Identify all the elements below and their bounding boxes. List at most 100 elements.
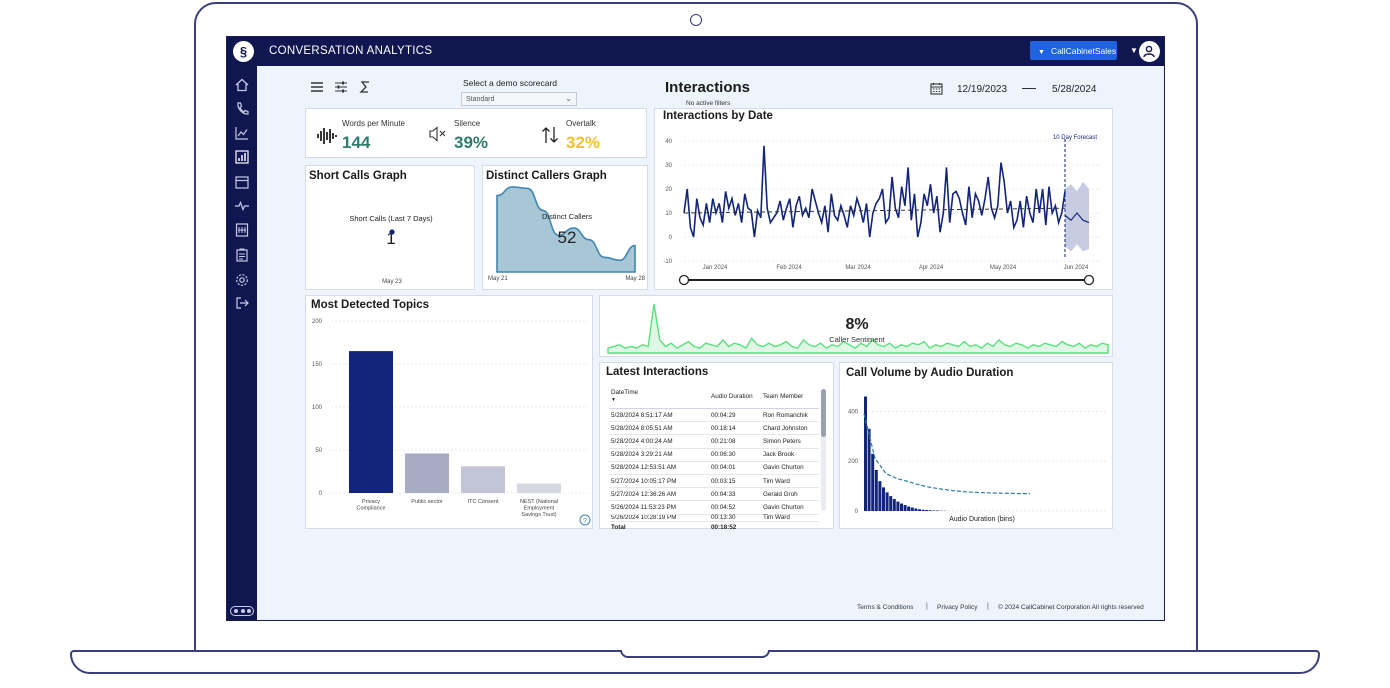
account-label: CallCabinetSales <box>1050 45 1117 56</box>
call-volume-bar-chart[interactable]: 400 200 0 Audio Duration (bins) <box>840 363 1114 530</box>
duration-bar <box>921 509 925 511</box>
y-tick-label: 400 <box>848 409 859 415</box>
category-label: ITC Consent <box>468 499 499 505</box>
sort-desc-icon[interactable]: ▼ <box>611 397 616 403</box>
call-volume-trend-line <box>863 413 1030 495</box>
duration-bar <box>878 481 882 511</box>
app-title: CONVERSATION ANALYTICS <box>269 45 433 57</box>
distinct-callers-chart[interactable]: Distinct Callers 52 May 21 May 28 <box>483 166 649 291</box>
settings-icon[interactable] <box>233 271 251 289</box>
caret-down-icon: ▼ <box>1038 48 1045 56</box>
y-tick-label: 150 <box>312 362 323 368</box>
camera-icon <box>690 14 702 26</box>
caller-sentiment-card: 8% Caller Sentiment <box>599 295 1113 357</box>
metric-value: 32% <box>566 133 601 152</box>
user-avatar-icon[interactable] <box>1139 41 1160 62</box>
active-filters-text: No active filters <box>686 100 731 107</box>
topic-bar <box>349 351 393 493</box>
column-header-datetime[interactable]: DateTime ▼ <box>609 387 709 409</box>
y-tick-label: 10 <box>665 211 672 217</box>
top-bar: § CONVERSATION ANALYTICS ▼ CallCabinetSal… <box>227 37 1164 66</box>
sidebar-toggle[interactable] <box>230 606 254 616</box>
mute-icon <box>429 126 446 142</box>
table-row[interactable]: 5/28/2024 3:29:21 AM 00:06:30 Jack Brook <box>609 448 819 462</box>
bar-report-icon[interactable] <box>233 148 251 166</box>
sentiment-area-chart[interactable]: 8% Caller Sentiment <box>600 296 1114 358</box>
trend-chart-icon[interactable] <box>233 124 251 142</box>
waveform-icon <box>317 128 337 144</box>
short-calls-chart[interactable]: Short Calls (Last 7 Days) 1 May 23 <box>306 166 476 291</box>
calculator-icon[interactable] <box>233 221 251 239</box>
range-slider-end-handle[interactable] <box>1083 274 1095 286</box>
app-screen: § CONVERSATION ANALYTICS ▼ CallCabinetSal… <box>226 36 1165 621</box>
date-to-field[interactable]: 5/28/2024 <box>1052 84 1097 95</box>
table-row[interactable]: 5/26/2024 11:53:23 PM 00:04:52 Gavin Churt… <box>609 500 819 515</box>
home-icon[interactable] <box>233 76 251 94</box>
account-dropdown-button[interactable]: ▼ CallCabinetSales <box>1030 41 1117 60</box>
calendar-icon[interactable] <box>233 173 251 191</box>
table-row[interactable]: 5/28/2024 4:00:24 AM 00:21:08 Simon Peters <box>609 434 819 449</box>
table-row[interactable]: 5/28/2024 12:53:51 AM 00:04:01 Gavin Churt… <box>609 461 819 475</box>
scorecard-select[interactable]: Standard ⌄ <box>461 92 577 106</box>
main-content: Select a demo scorecard Standard ⌄ Intera… <box>257 66 1164 620</box>
metrics-card: Words per Minute 144 Silence 39% Overtal… <box>305 108 647 158</box>
metric-label: Silence <box>454 119 481 128</box>
forecast-annotation: 10 Day Forecast <box>1053 135 1097 141</box>
sentiment-label: Caller Sentiment <box>829 335 885 344</box>
duration-bar <box>896 501 900 511</box>
logo-icon[interactable]: § <box>233 41 254 62</box>
table-row[interactable]: 5/27/2024 12:36:26 AM 00:04:33 Gerald Groh <box>609 487 819 502</box>
duration-bar <box>925 510 929 511</box>
card-title: Interactions by Date <box>663 110 773 122</box>
privacy-link[interactable]: Privacy Policy <box>937 604 978 611</box>
duration-bar <box>874 469 878 511</box>
card-title: Most Detected Topics <box>311 299 429 311</box>
help-icon[interactable] <box>579 514 591 526</box>
card-title: Short Calls Graph <box>309 170 407 182</box>
menu-icon[interactable] <box>309 80 325 94</box>
date-calendar-icon[interactable] <box>930 82 943 95</box>
table-row[interactable]: 5/28/2024 8:51:17 AM 00:04:29 Ron Romanchi… <box>609 408 819 423</box>
y-tick-label: 0 <box>319 491 323 497</box>
duration-bar <box>918 509 921 511</box>
scorecard-logo-icon[interactable] <box>357 80 373 94</box>
logout-icon[interactable] <box>233 294 251 312</box>
duration-bar <box>907 506 911 511</box>
y-tick-label: 100 <box>312 405 323 411</box>
phone-icon[interactable] <box>233 100 251 118</box>
scrollbar-thumb[interactable] <box>821 389 826 437</box>
metric-value: 144 <box>342 133 371 152</box>
y-tick-label: 0 <box>669 235 673 241</box>
distinct-callers-value: 52 <box>558 228 577 247</box>
range-slider-start-handle[interactable] <box>678 274 690 286</box>
metric-value: 39% <box>454 133 489 152</box>
date-from-field[interactable]: 12/19/2023 <box>957 84 1008 95</box>
sentiment-value: 8% <box>845 316 868 333</box>
y-tick-label: -10 <box>663 259 672 265</box>
sentiment-area <box>607 303 1109 354</box>
x-tick-label: Mar 2024 <box>845 265 871 271</box>
column-header-audio-duration[interactable]: Audio Duration <box>709 387 761 409</box>
duration-bar <box>882 487 885 511</box>
column-header-team-member[interactable]: Team Member <box>761 387 819 409</box>
table-row[interactable]: 5/28/2024 8:05:51 AM 00:18:14 Chard Johnst… <box>609 421 819 436</box>
interactions-by-date-card: Interactions by Date 40 30 20 10 0 -10 Jan 20… <box>654 108 1113 290</box>
table-scrollbar[interactable] <box>821 389 826 511</box>
pulse-icon[interactable] <box>233 197 251 215</box>
distinct-callers-x-start: May 21 <box>488 276 508 282</box>
distinct-callers-x-end: May 28 <box>625 276 645 282</box>
y-tick-label: 40 <box>665 139 672 145</box>
user-menu-caret-icon[interactable]: ▼ <box>1130 46 1138 55</box>
table-row[interactable]: 5/27/2024 10:05:17 PM 00:03:15 Tim Ward <box>609 474 819 489</box>
terms-link[interactable]: Terms & Conditions <box>857 604 914 611</box>
duration-bar <box>889 496 893 511</box>
clipboard-icon[interactable] <box>233 246 251 264</box>
duration-bar <box>903 505 907 511</box>
filter-sliders-icon[interactable] <box>333 80 349 94</box>
distinct-callers-caption: Distinct Callers <box>542 212 592 221</box>
interactions-line-chart[interactable]: 40 30 20 10 0 -10 Jan 2024 Feb 2024 Mar 2024 Apr… <box>655 109 1114 291</box>
category-label: Savings Trust) <box>521 512 556 518</box>
table-row[interactable]: 5/26/2024 10:28:19 PM 00:13:30 Tim Ward <box>609 514 819 522</box>
category-label: Privacy <box>362 499 380 505</box>
